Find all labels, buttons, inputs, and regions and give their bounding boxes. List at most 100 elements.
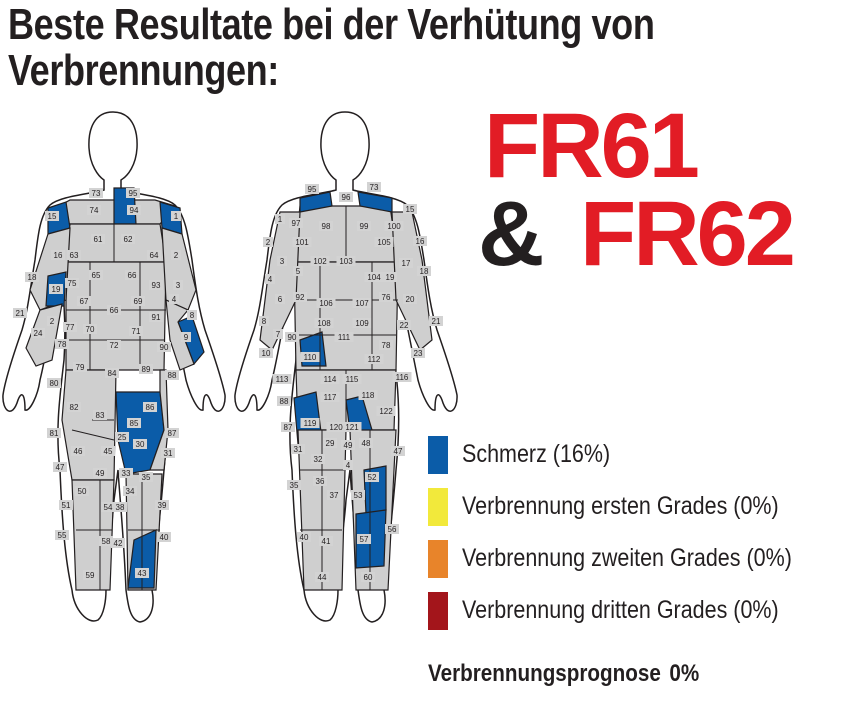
svg-text:31: 31 <box>294 445 303 454</box>
back-zone-number-76: 76 <box>379 292 393 302</box>
front-zone-number-4: 4 <box>169 294 179 304</box>
front-zone-number-61: 61 <box>91 234 105 244</box>
svg-text:88: 88 <box>168 371 177 380</box>
svg-text:111: 111 <box>338 333 351 342</box>
svg-text:84: 84 <box>108 369 117 378</box>
svg-text:36: 36 <box>316 477 325 486</box>
legend-item-third-degree: Verbrennung dritten Grades (0%) <box>428 592 858 632</box>
front-zone-number-58: 58 <box>99 536 113 546</box>
svg-text:61: 61 <box>94 235 103 244</box>
svg-text:105: 105 <box>377 238 391 247</box>
svg-text:4: 4 <box>268 275 273 284</box>
svg-text:99: 99 <box>360 222 369 231</box>
svg-text:49: 49 <box>344 441 353 450</box>
svg-text:52: 52 <box>368 473 377 482</box>
front-zone-number-40: 40 <box>157 532 171 542</box>
svg-text:115: 115 <box>346 375 359 384</box>
svg-text:40: 40 <box>160 533 169 542</box>
front-zone-number-80: 80 <box>47 378 61 388</box>
back-zone-number-47: 47 <box>391 446 405 456</box>
back-zone-number-99: 99 <box>357 221 371 231</box>
legend-label-pain: Schmerz (16%) <box>462 440 611 468</box>
svg-text:53: 53 <box>354 491 363 500</box>
svg-text:80: 80 <box>50 379 59 388</box>
svg-text:24: 24 <box>34 329 43 338</box>
back-zone-number-103: 103 <box>336 256 356 266</box>
svg-text:16: 16 <box>416 237 425 246</box>
front-zone-number-83: 83 <box>93 410 107 420</box>
front-zone-number-50: 50 <box>75 486 89 496</box>
back-zone-number-41: 41 <box>319 536 333 546</box>
back-zone-number-20: 20 <box>403 294 417 304</box>
svg-text:65: 65 <box>92 271 101 280</box>
legend-swatch-pain <box>428 436 448 474</box>
svg-text:76: 76 <box>382 293 391 302</box>
burn-prognosis: Verbrennungsprognose 0% <box>428 660 699 688</box>
svg-text:47: 47 <box>394 447 403 456</box>
front-zone-number-81: 81 <box>47 428 61 438</box>
svg-text:70: 70 <box>86 325 95 334</box>
back-zone-number-32: 32 <box>311 454 325 464</box>
back-zone-number-35: 35 <box>287 480 301 490</box>
svg-text:87: 87 <box>284 423 293 432</box>
back-zone-number-53: 53 <box>351 490 365 500</box>
svg-text:66: 66 <box>128 271 137 280</box>
back-zone-number-10: 10 <box>259 348 273 358</box>
svg-text:43: 43 <box>138 569 147 578</box>
svg-text:25: 25 <box>118 433 127 442</box>
back-zone-number-118: 118 <box>358 390 378 400</box>
svg-text:117: 117 <box>324 393 337 402</box>
front-zone-number-45: 45 <box>101 446 115 456</box>
svg-text:89: 89 <box>142 365 151 374</box>
back-zone-number-31: 31 <box>291 444 305 454</box>
svg-text:30: 30 <box>136 440 145 449</box>
svg-text:44: 44 <box>318 573 327 582</box>
svg-text:23: 23 <box>414 349 423 358</box>
svg-text:78: 78 <box>382 341 391 350</box>
product-name-fr61: FR61 <box>484 95 700 197</box>
svg-text:15: 15 <box>406 205 415 214</box>
front-body-figure <box>2 111 226 623</box>
front-zone-number-30: 30 <box>133 439 147 449</box>
back-zone-number-73: 73 <box>367 182 381 192</box>
front-zone-number-91: 91 <box>149 312 163 322</box>
svg-text:58: 58 <box>102 537 111 546</box>
back-zone-number-108: 108 <box>314 318 334 328</box>
svg-text:20: 20 <box>406 295 415 304</box>
svg-text:71: 71 <box>132 327 141 336</box>
back-zone-number-6: 6 <box>275 294 285 304</box>
svg-text:121: 121 <box>345 423 359 432</box>
svg-text:35: 35 <box>290 481 299 490</box>
front-zone-number-38: 38 <box>113 502 127 512</box>
front-zone-right-upper-arm <box>161 227 197 311</box>
svg-text:114: 114 <box>324 375 337 384</box>
svg-text:1: 1 <box>278 215 283 224</box>
back-zone-number-110: 110 <box>300 352 320 362</box>
svg-text:38: 38 <box>116 503 125 512</box>
svg-text:78: 78 <box>58 340 67 349</box>
back-zone-number-23: 23 <box>411 348 425 358</box>
svg-text:59: 59 <box>86 571 95 580</box>
svg-text:21: 21 <box>16 309 25 318</box>
back-zone-number-57: 57 <box>357 534 371 544</box>
back-zone-number-92: 92 <box>293 292 307 302</box>
svg-text:29: 29 <box>326 439 335 448</box>
front-zone-number-19: 19 <box>49 284 63 294</box>
back-zone-number-8: 8 <box>259 316 269 326</box>
legend-swatch-third-degree <box>428 592 448 630</box>
front-zone-number-85: 85 <box>127 418 141 428</box>
svg-text:110: 110 <box>304 353 317 362</box>
front-zone-number-94: 94 <box>127 205 141 215</box>
svg-text:60: 60 <box>364 573 373 582</box>
legend-label-second-degree: Verbrennung zweiten Grades (0%) <box>462 544 792 572</box>
svg-text:55: 55 <box>58 531 67 540</box>
front-zone-number-90: 90 <box>157 342 171 352</box>
svg-text:57: 57 <box>360 535 369 544</box>
svg-text:22: 22 <box>400 321 409 330</box>
svg-text:45: 45 <box>104 447 113 456</box>
back-zone-number-97: 97 <box>289 218 303 228</box>
front-zone-number-69: 69 <box>131 296 145 306</box>
back-zone-number-115: 115 <box>342 374 362 384</box>
svg-text:7: 7 <box>276 330 281 339</box>
back-zone-number-7: 7 <box>273 329 283 339</box>
